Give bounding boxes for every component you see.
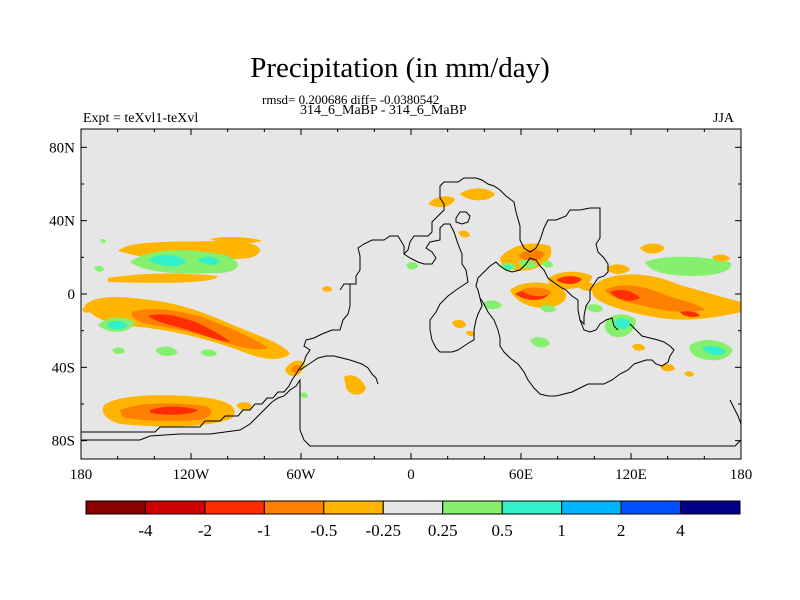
anomaly-green <box>112 347 125 355</box>
anomaly-orange <box>460 188 495 201</box>
y-tick-label: 80N <box>49 140 75 156</box>
coastline-small <box>729 399 741 425</box>
coastline-south-america <box>81 177 609 433</box>
anomaly-green <box>586 304 603 313</box>
anomaly-green <box>94 265 104 272</box>
comparison-label: 314_6_MaBP - 314_6_MaBP <box>300 103 467 118</box>
x-tick-label: 180 <box>70 467 93 483</box>
anomaly-green <box>406 262 418 270</box>
anomaly-orange <box>458 230 470 238</box>
y-tick-label: 0 <box>68 287 76 303</box>
anomaly-orange <box>632 343 645 351</box>
colorbar-label: 4 <box>676 521 685 540</box>
coastline-north-america <box>299 355 379 385</box>
anomaly-orange <box>322 286 332 292</box>
colorbar-swatch <box>561 500 622 515</box>
anomaly-orange <box>344 375 366 395</box>
colorbar-swatch <box>442 500 503 515</box>
experiment-label: Expt = teXvl1-teXvl <box>83 111 199 126</box>
anomaly-red <box>680 311 700 317</box>
coastline-antarctica <box>81 378 741 447</box>
anomaly-teal <box>504 264 512 270</box>
anomaly-teal <box>702 345 726 356</box>
colorbar-label: 0.5 <box>492 521 513 540</box>
anomaly-red <box>148 314 230 342</box>
anomaly-orange <box>640 243 665 254</box>
anomaly-green <box>530 337 550 348</box>
coastline-small <box>455 211 471 225</box>
x-tick-label: 60W <box>286 467 316 483</box>
x-tick-label: 0 <box>407 467 415 483</box>
anomaly-orange <box>428 196 455 208</box>
anomaly-orange <box>660 363 675 372</box>
y-tick-label: 40N <box>49 214 75 230</box>
x-tick-label: 120W <box>173 467 211 483</box>
colorbar-label: -0.25 <box>366 521 401 540</box>
colorbar-label: -1 <box>257 521 271 540</box>
anomaly-red <box>556 276 582 285</box>
anomaly-fields <box>82 188 741 427</box>
anomaly-green <box>300 392 308 398</box>
y-tick-label: 80S <box>52 434 75 450</box>
anomaly-orange <box>82 306 92 313</box>
chart-title: Precipitation (in mm/day) <box>250 52 550 84</box>
colorbar-swatch <box>620 500 682 515</box>
anomaly-teal <box>614 318 631 330</box>
y-axis: 80N 40N 0 40S 80S <box>49 140 741 450</box>
x-tick-label: 180 <box>730 467 753 483</box>
anomaly-orange <box>236 402 252 411</box>
anomaly-darkorange <box>521 287 552 297</box>
anomaly-green <box>540 304 556 313</box>
anomaly-orange <box>712 254 730 262</box>
anomaly-green <box>645 256 731 276</box>
anomaly-green <box>482 300 502 310</box>
anomaly-orange <box>575 282 598 292</box>
anomaly-red <box>610 290 640 301</box>
anomaly-teal <box>106 320 128 330</box>
x-axis: 180 120W 60W 0 60E 120E 180 <box>70 129 753 483</box>
colorbar-label: 1 <box>557 521 566 540</box>
colorbar-label: -0.5 <box>310 521 337 540</box>
x-tick-label: 120E <box>615 467 647 483</box>
colorbar-label: -4 <box>138 521 153 540</box>
anomaly-teal <box>198 256 220 265</box>
anomaly-orange <box>466 331 475 336</box>
anomaly-green <box>200 349 217 357</box>
colorbar-label: 2 <box>617 521 626 540</box>
anomaly-green <box>155 346 178 357</box>
anomaly-red <box>150 406 198 415</box>
colorbar-label: 0.25 <box>428 521 458 540</box>
coastline-africa-asia <box>479 297 675 397</box>
anomaly-orange <box>108 273 218 283</box>
coastline-australia <box>579 317 619 333</box>
colorbar-swatch <box>680 500 741 515</box>
colorbar-label: -2 <box>198 521 212 540</box>
colorbar-swatch <box>501 500 563 515</box>
anomaly-orange <box>684 371 694 377</box>
x-tick-label: 60E <box>509 467 533 483</box>
colorbar-swatch <box>323 500 384 515</box>
colorbar-swatch <box>263 500 325 515</box>
anomaly-green <box>542 260 553 268</box>
colorbar-swatch <box>204 500 265 515</box>
colorbar-swatch <box>85 500 146 515</box>
coastlines <box>81 177 741 447</box>
anomaly-darkorange <box>518 249 545 262</box>
colorbar-swatch <box>382 500 444 515</box>
anomaly-orange <box>452 319 466 329</box>
anomaly-orange <box>210 236 262 244</box>
coastline-small <box>339 283 350 291</box>
colorbar-swatch <box>144 500 206 515</box>
stats-line: rmsd= 0.200686 diff= -0.0380542 <box>262 92 440 107</box>
anomaly-teal <box>148 254 186 267</box>
colorbar: -4 -2 -1 -0.5 -0.25 0.25 0.5 1 2 4 <box>85 500 741 540</box>
anomaly-green <box>100 238 106 244</box>
anomaly-orange <box>606 264 630 274</box>
season-label: JJA <box>713 111 735 126</box>
y-tick-label: 40S <box>52 360 75 376</box>
